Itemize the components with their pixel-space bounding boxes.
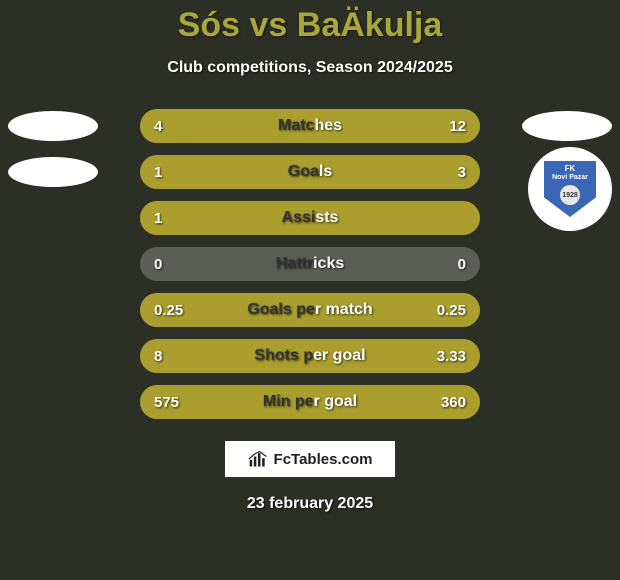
stat-bar: 575360Min per goal bbox=[140, 385, 480, 419]
stat-row: 575360Min per goal bbox=[0, 385, 620, 419]
stat-rows: 412Matches FKNovi Pazar192813Goals 1Assist… bbox=[0, 109, 620, 419]
brand-label: FcTables.com bbox=[274, 451, 373, 468]
stat-name: Assists bbox=[140, 201, 480, 235]
stat-bar: 1Assists bbox=[140, 201, 480, 235]
stat-name: Matches bbox=[140, 109, 480, 143]
club-badge-left bbox=[8, 155, 98, 189]
ellipse-icon bbox=[8, 111, 98, 141]
stat-row: 1Assists bbox=[0, 201, 620, 235]
subtitle: Club competitions, Season 2024/2025 bbox=[0, 59, 620, 77]
club-text-1: FK bbox=[565, 165, 576, 173]
ellipse-icon bbox=[8, 157, 98, 187]
club-text-2: Novi Pazar bbox=[552, 174, 588, 181]
stats-card: Sós vs BaÄkulja Club competitions, Seaso… bbox=[0, 0, 620, 580]
bar-chart-icon bbox=[248, 449, 268, 469]
stat-bar: 83.33Shots per goal bbox=[140, 339, 480, 373]
page-title: Sós vs BaÄkulja bbox=[0, 0, 620, 45]
stat-row: 412Matches bbox=[0, 109, 620, 143]
stat-row: 0.250.25Goals per match bbox=[0, 293, 620, 327]
stat-bar: 412Matches bbox=[140, 109, 480, 143]
stat-name: Min per goal bbox=[140, 385, 480, 419]
player-badge-right bbox=[522, 109, 612, 143]
ellipse-icon bbox=[522, 111, 612, 141]
stat-bar: 00Hattricks bbox=[140, 247, 480, 281]
stat-row: 83.33Shots per goal bbox=[0, 339, 620, 373]
stat-name: Goals bbox=[140, 155, 480, 189]
stat-row: FKNovi Pazar192813Goals bbox=[0, 155, 620, 189]
brand-badge: FcTables.com bbox=[225, 441, 395, 477]
stat-bar: 0.250.25Goals per match bbox=[140, 293, 480, 327]
stat-name: Hattricks bbox=[140, 247, 480, 281]
stat-row: 00Hattricks bbox=[0, 247, 620, 281]
stat-name: Goals per match bbox=[140, 293, 480, 327]
date-label: 23 february 2025 bbox=[0, 495, 620, 513]
stat-name: Shots per goal bbox=[140, 339, 480, 373]
player-badge-left bbox=[8, 109, 98, 143]
stat-bar: 13Goals bbox=[140, 155, 480, 189]
